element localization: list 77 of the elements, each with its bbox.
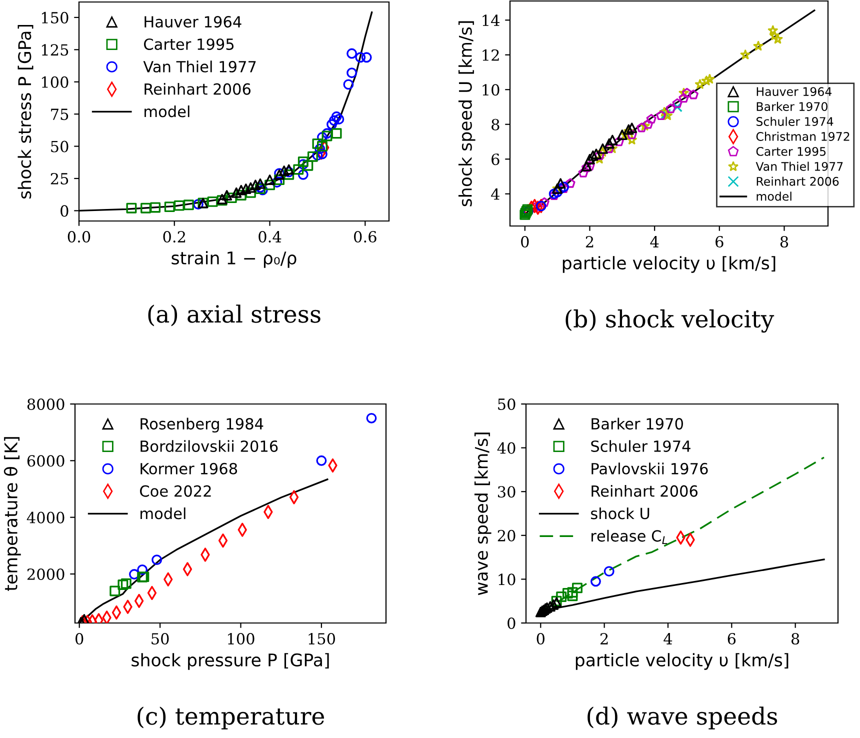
legend-label: Schuler 1974 <box>756 116 834 126</box>
x-tick-label: 0.4 <box>258 230 282 243</box>
y-tick-label: 150 <box>42 12 68 24</box>
y-tick-label: 50 <box>498 398 516 410</box>
y-axis-title: shock speed U [km/s] <box>458 21 476 206</box>
x-axis-title: particle velocity υ [km/s] <box>576 653 788 670</box>
legend-label: Hauver 1964 <box>756 87 832 96</box>
legend-label: Barker 1970 <box>592 418 683 430</box>
legend-label: Van Thiel 1977 <box>756 162 843 171</box>
y-axis-title: shock stress P [GPa] <box>18 24 34 199</box>
y-tick-label: 14 <box>482 14 500 26</box>
text: (d) wave speeds <box>588 706 778 730</box>
y-tick-label: 10 <box>498 574 516 586</box>
y-tick-label: 25 <box>50 172 68 185</box>
x-tick-label: 0.2 <box>163 230 186 243</box>
y-tick-label: 0 <box>60 205 68 217</box>
text: (c) temperature <box>138 706 324 730</box>
x-tick-label: 2 <box>586 236 594 248</box>
legend-label: Pavlovskii 1976 <box>592 462 708 474</box>
x-axis-title: particle velocity υ [km/s] <box>562 256 776 273</box>
x-tick-label: 0 <box>521 236 529 248</box>
x-tick-label: 50 <box>152 632 169 645</box>
legend-label: Rosenberg 1984 <box>140 418 264 433</box>
legend-label: Barker 1970 <box>756 102 828 112</box>
text: (a) axial stress <box>148 304 320 326</box>
y-tick-label: 0 <box>508 617 516 630</box>
y-tick-label: 4000 <box>26 512 64 524</box>
x-tick-label: 8 <box>780 236 788 248</box>
text: (b) shock velocity <box>566 309 774 333</box>
legend-label: model <box>144 105 190 118</box>
x-tick-label: 4 <box>650 236 659 248</box>
y-tick-label: 10 <box>482 84 500 96</box>
legend-label: model <box>140 507 186 520</box>
y-tick-label: 40 <box>497 442 516 454</box>
legend-label: Van Thiel 1977 <box>143 60 256 72</box>
y-axis-title: wave speed [km/s] <box>474 432 492 596</box>
y-tick-label: 125 <box>42 44 68 56</box>
x-tick-label: 4 <box>664 632 672 644</box>
legend-label: model <box>756 192 792 201</box>
x-tick-label: 100 <box>228 632 254 645</box>
y-tick-label: 2000 <box>27 568 64 580</box>
legend-label: Reinhart 2006 <box>592 485 698 497</box>
x-tick-label: 0 <box>76 632 84 645</box>
legend-label: Carter 1995 <box>144 38 234 50</box>
y-tick-label: 8 <box>492 118 500 130</box>
x-tick-label: 6 <box>728 632 736 645</box>
x-axis-title: shock pressure P [GPa] <box>132 653 329 670</box>
x-tick-label: 6 <box>716 236 724 248</box>
y-tick-label: 100 <box>42 76 68 88</box>
x-tick-label: 0.6 <box>354 230 376 243</box>
y-tick-label: 75 <box>51 108 68 120</box>
y-axis-title: temperature θ [K] <box>4 437 21 591</box>
legend-label: Reinhart 2006 <box>756 176 839 186</box>
legend-label: Carter 1995 <box>756 146 826 156</box>
legend-label: Schuler 1974 <box>591 440 690 452</box>
y-tick-label: 6 <box>492 154 500 166</box>
x-tick-label: 0 <box>536 632 544 645</box>
legend-label: Reinhart 2006 <box>144 83 251 95</box>
legend-label: release C$_{L}$ <box>592 530 668 544</box>
y-tick-label: 8000 <box>27 398 64 410</box>
x-tick-label: 2 <box>600 632 608 644</box>
legend-label: Christman 1972 <box>756 132 850 141</box>
y-tick-label: 6000 <box>27 455 64 467</box>
x-axis-title: strain 1 − ρ₀/ρ <box>172 251 296 268</box>
y-tick-label: 30 <box>498 486 516 498</box>
legend-label: Bordzilovskii 2016 <box>140 440 278 452</box>
x-tick-label: 150 <box>308 632 336 645</box>
x-tick-label: 8 <box>792 632 800 645</box>
y-tick-label: 12 <box>482 49 499 61</box>
legend-label: shock U <box>590 507 650 520</box>
legend-label: Kormer 1968 <box>140 462 238 474</box>
y-tick-label: 50 <box>51 140 68 152</box>
y-tick-label: 4 <box>491 188 500 200</box>
x-tick-label: 0.0 <box>68 230 90 243</box>
legend-label: Hauver 1964 <box>144 16 242 28</box>
y-tick-label: 20 <box>498 530 516 542</box>
legend-label: Coe 2022 <box>140 485 211 497</box>
